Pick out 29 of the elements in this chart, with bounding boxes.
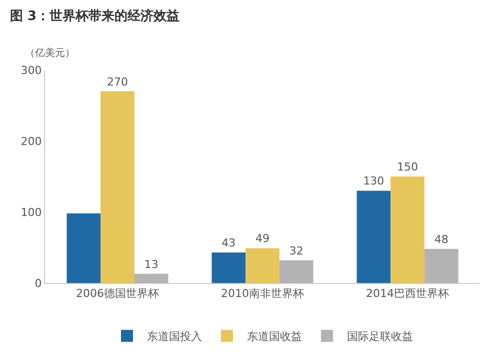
bar: [212, 252, 246, 283]
legend-label: 东道国投入: [147, 330, 202, 344]
data-label: 43: [222, 236, 236, 250]
data-label: 150: [397, 160, 418, 174]
legend-label: 国际足联收益: [347, 330, 413, 344]
data-label: 49: [256, 232, 270, 246]
bar: [356, 190, 391, 283]
x-tick-label: 2010南非世界杯: [221, 287, 304, 300]
y-tick-label: 100: [20, 206, 42, 219]
x-tick-label: 2006德国世界杯: [76, 287, 159, 300]
data-label: 32: [289, 244, 304, 258]
bar: [100, 91, 134, 283]
bar: [246, 248, 280, 283]
data-label: 130: [363, 174, 384, 188]
x-tick-label: 2014巴西世界杯: [366, 287, 449, 300]
chart-title: 图 3：世界杯带来的经济效益: [10, 8, 180, 24]
bar: [134, 274, 168, 283]
y-tick-label: 0: [34, 276, 42, 290]
bar: [66, 213, 101, 283]
y-axis-title: （亿美元）: [25, 47, 75, 59]
y-tick-label: 200: [20, 134, 42, 148]
data-label: 270: [107, 75, 128, 88]
bar: [279, 260, 314, 283]
bar: [424, 248, 458, 283]
bar: [390, 176, 424, 283]
legend-label: 东道国收益: [247, 330, 302, 344]
data-label: 13: [144, 258, 158, 271]
data-label: 48: [434, 232, 448, 246]
y-tick-label: 300: [20, 64, 42, 77]
